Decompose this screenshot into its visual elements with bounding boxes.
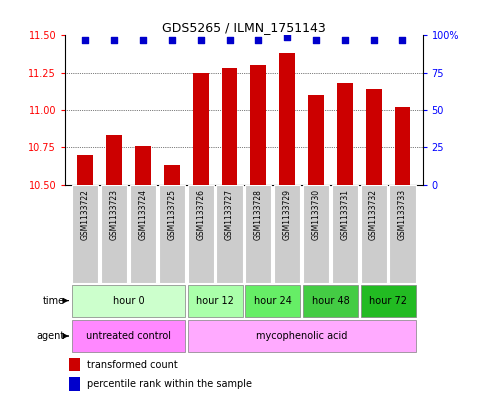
Bar bbox=[245, 185, 271, 283]
Bar bbox=[303, 185, 329, 283]
Point bbox=[197, 37, 204, 43]
Text: GSM1133727: GSM1133727 bbox=[225, 189, 234, 240]
Text: agent: agent bbox=[36, 331, 65, 341]
Bar bbox=[308, 95, 324, 185]
Bar bbox=[69, 358, 80, 371]
Bar bbox=[366, 89, 382, 185]
Text: hour 24: hour 24 bbox=[254, 296, 292, 306]
Bar bbox=[164, 165, 180, 185]
Text: GSM1133728: GSM1133728 bbox=[254, 189, 263, 239]
Bar bbox=[332, 185, 358, 283]
Bar bbox=[395, 107, 411, 185]
Bar bbox=[279, 53, 295, 185]
Bar bbox=[303, 285, 358, 316]
Text: transformed count: transformed count bbox=[86, 360, 177, 370]
Point bbox=[398, 37, 406, 43]
Bar bbox=[222, 68, 238, 185]
Title: GDS5265 / ILMN_1751143: GDS5265 / ILMN_1751143 bbox=[162, 21, 326, 34]
Text: GSM1133729: GSM1133729 bbox=[283, 189, 292, 240]
Text: hour 12: hour 12 bbox=[196, 296, 234, 306]
Text: percentile rank within the sample: percentile rank within the sample bbox=[86, 379, 252, 389]
Text: time: time bbox=[43, 296, 65, 306]
Bar bbox=[72, 320, 185, 352]
Text: hour 48: hour 48 bbox=[312, 296, 349, 306]
Point bbox=[168, 37, 176, 43]
Point bbox=[226, 37, 233, 43]
Text: mycophenolic acid: mycophenolic acid bbox=[256, 331, 347, 341]
Bar bbox=[69, 377, 80, 391]
Bar bbox=[187, 285, 242, 316]
Text: untreated control: untreated control bbox=[86, 331, 171, 341]
Bar bbox=[250, 65, 266, 185]
Point bbox=[110, 37, 118, 43]
Text: GSM1133722: GSM1133722 bbox=[81, 189, 90, 239]
Point bbox=[139, 37, 147, 43]
Bar bbox=[106, 136, 122, 185]
Text: GSM1133726: GSM1133726 bbox=[196, 189, 205, 240]
Bar bbox=[187, 320, 415, 352]
Point bbox=[255, 37, 262, 43]
Bar bbox=[72, 185, 99, 283]
Bar bbox=[77, 155, 93, 185]
Bar bbox=[360, 185, 387, 283]
Bar bbox=[130, 185, 156, 283]
Bar bbox=[337, 83, 353, 185]
Text: hour 0: hour 0 bbox=[113, 296, 144, 306]
Bar bbox=[72, 285, 185, 316]
Text: GSM1133730: GSM1133730 bbox=[312, 189, 321, 240]
Text: GSM1133725: GSM1133725 bbox=[167, 189, 176, 240]
Bar bbox=[360, 285, 415, 316]
Point bbox=[312, 37, 320, 43]
Text: GSM1133731: GSM1133731 bbox=[341, 189, 349, 240]
Bar bbox=[135, 146, 151, 185]
Bar bbox=[193, 73, 209, 185]
Bar bbox=[216, 185, 242, 283]
Bar bbox=[389, 185, 415, 283]
Bar bbox=[187, 185, 214, 283]
Bar bbox=[274, 185, 300, 283]
Bar bbox=[101, 185, 128, 283]
Text: GSM1133732: GSM1133732 bbox=[369, 189, 378, 240]
Point bbox=[370, 37, 378, 43]
Text: GSM1133733: GSM1133733 bbox=[398, 189, 407, 240]
Point bbox=[341, 37, 349, 43]
Bar bbox=[159, 185, 185, 283]
Text: GSM1133724: GSM1133724 bbox=[139, 189, 147, 240]
Text: hour 72: hour 72 bbox=[369, 296, 407, 306]
Point bbox=[284, 34, 291, 40]
Point bbox=[82, 37, 89, 43]
Text: GSM1133723: GSM1133723 bbox=[110, 189, 119, 240]
Bar bbox=[245, 285, 300, 316]
